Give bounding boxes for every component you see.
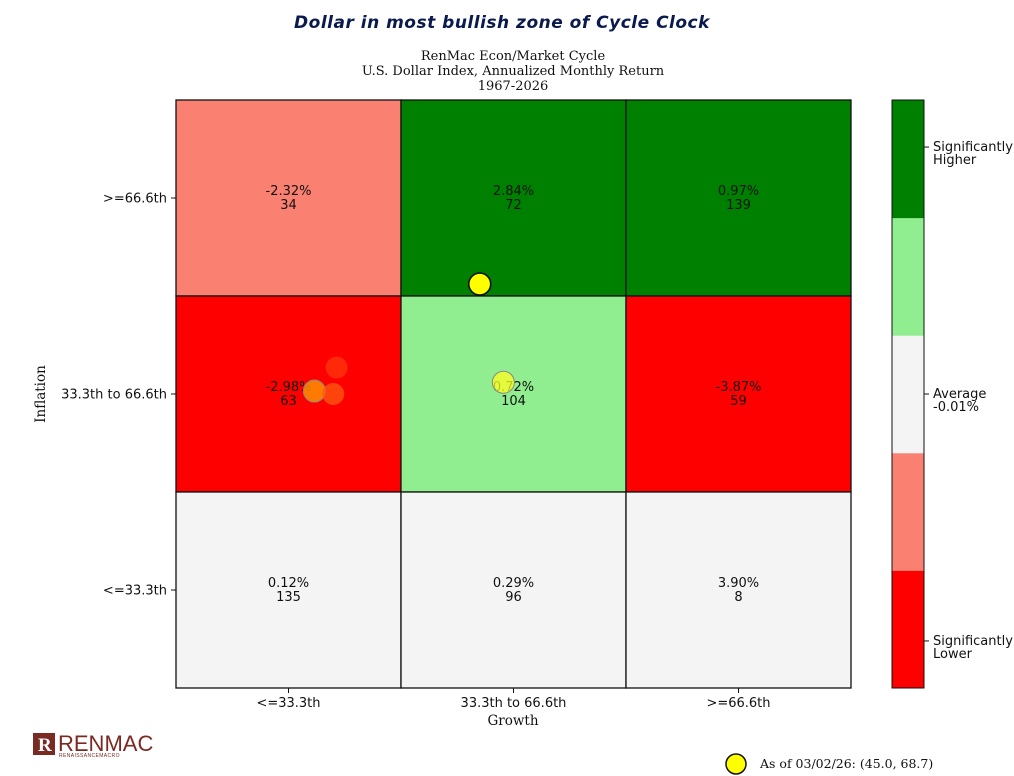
legend-label: As of 03/02/26: (45.0, 68.7) — [759, 756, 933, 771]
heatmap-cell — [400, 99, 627, 297]
colorbar-segment — [892, 335, 924, 454]
y-tick-label: 33.3th to 66.6th — [61, 388, 167, 403]
cell-return-label: -2.32% — [266, 184, 312, 199]
y-tick-label: >=66.6th — [103, 192, 167, 207]
cell-count-label: 63 — [280, 394, 297, 409]
cell-return-label: 3.90% — [718, 576, 759, 591]
cell-return-label: -2.98% — [266, 380, 312, 395]
x-tick-label: 33.3th to 66.6th — [461, 696, 567, 711]
x-tick-label: >=66.6th — [706, 696, 770, 711]
cell-count-label: 8 — [734, 590, 742, 605]
chart-title-line: 1967-2026 — [478, 79, 549, 94]
cell-count-label: 59 — [730, 394, 747, 409]
cell-count-label: 139 — [726, 198, 751, 213]
colorbar-segment — [892, 100, 924, 219]
cell-return-label: -3.87% — [716, 380, 762, 395]
heatmap-cell — [625, 295, 852, 493]
legend-marker — [725, 753, 747, 775]
current-point — [467, 272, 492, 296]
colorbar-label: Lower — [933, 647, 973, 662]
history-point — [322, 383, 345, 405]
logo-mark-letter: R — [38, 735, 52, 756]
logo-wordmark: RENMAC — [58, 731, 153, 756]
heatmap-grid: -2.32%342.84%720.97%139-2.98%630.72%104-… — [175, 99, 852, 689]
colorbar-label: Average — [933, 387, 986, 402]
heatmap-cell — [625, 491, 852, 689]
heatmap-cell — [175, 99, 402, 297]
history-point — [325, 356, 348, 379]
colorbar-segment — [892, 217, 924, 336]
renmac-logo: R RENMAC RENAISSANCEMACRO — [33, 731, 153, 759]
x-axis-label: Growth — [487, 713, 538, 729]
colorbar-label: Higher — [933, 153, 977, 168]
logo-mark-box — [33, 733, 55, 755]
legend: As of 03/02/26: (45.0, 68.7) — [725, 753, 933, 775]
cell-return-label: 0.12% — [268, 576, 309, 591]
cell-return-label: 0.97% — [718, 184, 759, 199]
colorbar-label: Significantly — [933, 634, 1013, 649]
y-tick-label: <=33.3th — [103, 584, 167, 599]
cell-count-label: 72 — [505, 198, 522, 213]
chart-title-line: U.S. Dollar Index, Annualized Monthly Re… — [362, 64, 665, 79]
cell-count-label: 34 — [280, 198, 297, 213]
heatmap-cell — [625, 99, 852, 297]
y-axis-label: Inflation — [33, 365, 49, 423]
logo-subtext: RENAISSANCEMACRO — [59, 753, 120, 759]
headline: Dollar in most bullish zone of Cycle Clo… — [294, 13, 711, 33]
cell-return-label: 0.29% — [493, 576, 534, 591]
cycle-points — [302, 272, 515, 405]
history-point — [302, 379, 326, 403]
colorbar-label: -0.01% — [933, 400, 979, 415]
heatmap-cell — [400, 295, 627, 493]
axes: <=33.3th 33.3th to 66.6th >=66.6th <=33.3th… — [61, 192, 770, 712]
cell-count-label: 104 — [501, 394, 526, 409]
cell-count-label: 96 — [505, 590, 522, 605]
cell-return-label: 2.84% — [493, 184, 534, 199]
colorbar-segment — [892, 570, 924, 689]
colorbar-label: Significantly — [933, 140, 1013, 155]
colorbar-segment — [892, 452, 924, 571]
heatmap-cell — [175, 491, 402, 689]
chart-title-line: RenMac Econ/Market Cycle — [421, 49, 606, 64]
history-point — [491, 370, 515, 394]
heatmap-cell — [175, 295, 402, 493]
x-tick-label: <=33.3th — [256, 696, 320, 711]
cell-count-label: 135 — [276, 590, 301, 605]
colorbar: SignificantlyLowerAverage-0.01%Significa… — [891, 99, 1013, 689]
